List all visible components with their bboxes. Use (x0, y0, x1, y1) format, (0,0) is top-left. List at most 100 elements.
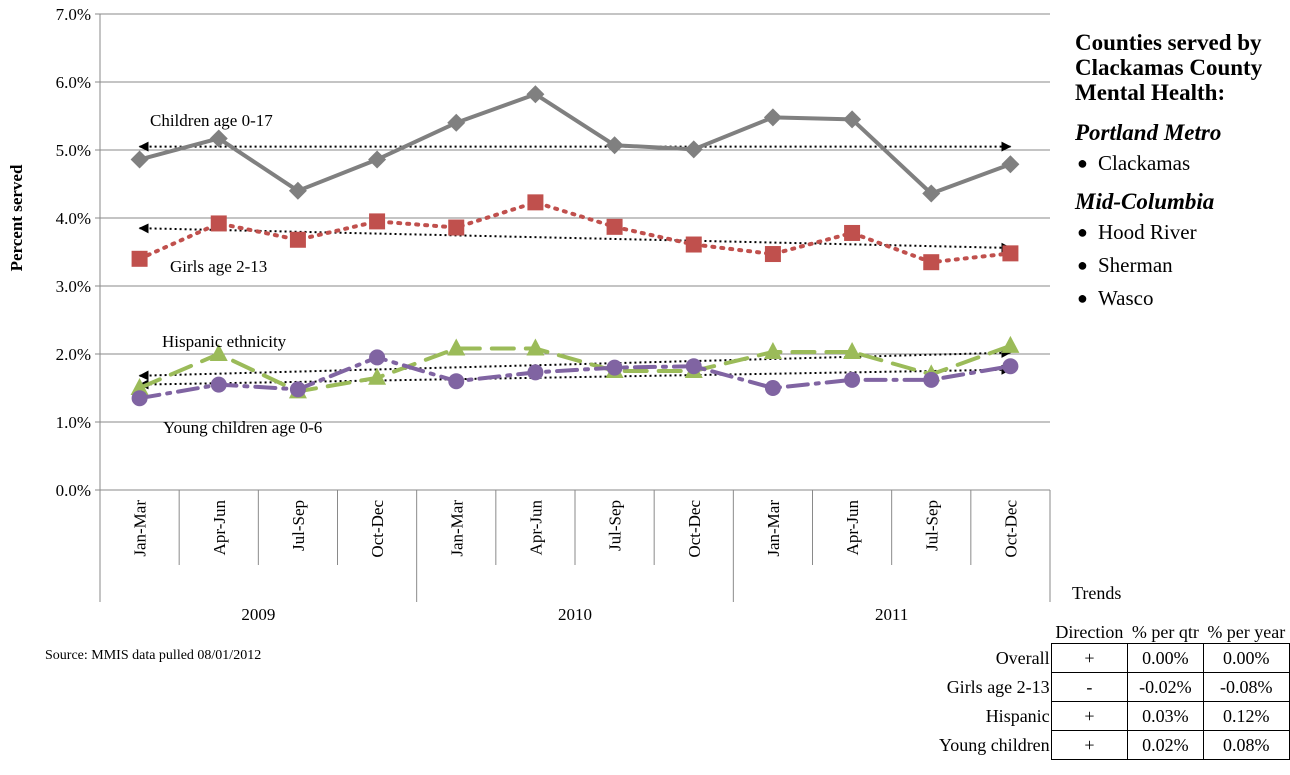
x-tick-label: Jan-Mar (447, 500, 466, 557)
x-tick-label: Oct-Dec (368, 500, 387, 558)
trends-col-header: % per year (1207, 622, 1286, 642)
data-point (447, 113, 466, 132)
table-row: Overall + 0.00% 0.00% (935, 643, 1290, 673)
data-point (447, 338, 466, 356)
data-point (209, 344, 228, 361)
x-tick-label: Jul-Sep (606, 500, 625, 551)
series-annotation-girls: Girls age 2-13 (170, 257, 267, 276)
data-point (527, 194, 544, 211)
data-point (605, 136, 624, 155)
data-point (526, 338, 545, 356)
counties-panel-title: Counties served by Clackamas County Ment… (1075, 30, 1263, 105)
data-point (764, 380, 781, 396)
table-row: Hispanic + 0.03% 0.12% (935, 701, 1290, 731)
data-point (368, 367, 387, 385)
data-point (763, 341, 782, 359)
data-point (209, 129, 228, 148)
data-point (210, 215, 227, 232)
x-tick-label: Oct-Dec (685, 500, 704, 558)
data-point (288, 181, 307, 200)
x-group-label: 2010 (558, 605, 592, 624)
x-tick-label: Jan-Mar (764, 500, 783, 557)
data-point (923, 254, 940, 271)
data-point (131, 390, 148, 407)
y-tick-label: 1.0% (56, 413, 91, 432)
table-row: Girls age 2-13 - -0.02% -0.08% (935, 672, 1290, 702)
data-point (685, 236, 702, 253)
data-point (369, 213, 386, 230)
region-mid-columbia: Mid-Columbia ● Hood River ● Sherman ● Wasco (1075, 188, 1285, 315)
data-point (844, 371, 861, 388)
county-item: ● Sherman (1075, 249, 1285, 282)
data-point (685, 358, 702, 375)
x-tick-label: Apr-Jun (843, 500, 862, 556)
trends-col-header: % per qtr (1131, 622, 1199, 642)
region-portland-metro: Portland Metro ● Clackamas (1075, 119, 1285, 180)
county-item: ● Wasco (1075, 282, 1285, 315)
county-name: Wasco (1098, 286, 1154, 310)
y-tick-label: 6.0% (56, 73, 91, 92)
x-group-label: 2011 (875, 605, 908, 624)
table-row: Young children + 0.02% 0.08% (935, 730, 1290, 760)
data-point (684, 140, 703, 159)
trends-per-qtr: -0.02% (1127, 672, 1204, 702)
series-annotation-young: Young children age 0-6 (163, 418, 322, 437)
trends-corner (935, 615, 1051, 644)
data-point (763, 108, 782, 127)
bullet-icon: ● (1077, 222, 1088, 242)
x-tick-label: Jul-Sep (922, 500, 941, 551)
y-tick-label: 2.0% (56, 345, 91, 364)
x-tick-label: Apr-Jun (526, 500, 545, 556)
trend-line (138, 223, 1012, 253)
y-axis-title: Percent served (7, 164, 26, 271)
trends-row-label: Hispanic (935, 701, 1052, 731)
data-point (843, 110, 862, 129)
series-line (137, 343, 1013, 394)
data-point (844, 224, 861, 241)
data-point (606, 218, 623, 235)
data-point (448, 219, 465, 236)
data-point (1001, 335, 1020, 353)
series-annotation-hispanic: Hispanic ethnicity (162, 332, 287, 351)
x-tick-label: Jul-Sep (289, 500, 308, 551)
trends-row-label: Overall (935, 643, 1052, 673)
trends-row-label: Young children (935, 730, 1052, 760)
data-point (369, 349, 386, 366)
trends-direction: - (1050, 672, 1129, 702)
data-point (131, 250, 148, 267)
bullet-icon: ● (1077, 255, 1088, 275)
data-point (922, 184, 941, 203)
county-name: Clackamas (1098, 151, 1191, 175)
x-tick-label: Apr-Jun (210, 500, 229, 556)
data-point (606, 359, 623, 376)
line-chart: 0.0% 1.0% 2.0% 3.0% 4.0% 5.0% 6.0% 7.0% Jan-Mar A… (7, 5, 1051, 624)
x-tick-label: Jan-Mar (131, 500, 150, 557)
data-point (448, 373, 465, 390)
data-point (764, 246, 781, 263)
trends-per-year: -0.08% (1202, 672, 1290, 702)
trends-per-qtr: 0.02% (1127, 730, 1204, 760)
trends-per-year: 0.08% (1202, 730, 1290, 760)
y-tick-label: 3.0% (56, 277, 91, 296)
x-tick-label: Oct-Dec (1001, 500, 1020, 558)
series-line (137, 200, 1013, 265)
trend-line (138, 364, 1012, 390)
region-name: Portland Metro (1075, 120, 1222, 145)
data-point (289, 381, 306, 398)
region-name: Mid-Columbia (1075, 189, 1215, 214)
data-point (843, 341, 862, 359)
county-item: ● Clackamas (1075, 147, 1285, 180)
trends-col-header: Direction (1055, 622, 1124, 642)
county-name: Sherman (1098, 253, 1173, 277)
trends-per-year: 0.00% (1202, 643, 1290, 673)
source-note: Source: MMIS data pulled 08/01/2012 (45, 648, 262, 663)
trends-direction: + (1050, 643, 1129, 673)
trends-per-year: 0.12% (1202, 701, 1290, 731)
counties-panel: Counties served by Clackamas County Ment… (1075, 30, 1285, 315)
data-point (1001, 155, 1020, 174)
y-tick-label: 4.0% (56, 209, 91, 228)
x-group-label: 2009 (241, 605, 275, 624)
y-tick-label: 7.0% (56, 5, 91, 24)
y-tick-label: 5.0% (56, 141, 91, 160)
trends-per-qtr: 0.03% (1127, 701, 1204, 731)
